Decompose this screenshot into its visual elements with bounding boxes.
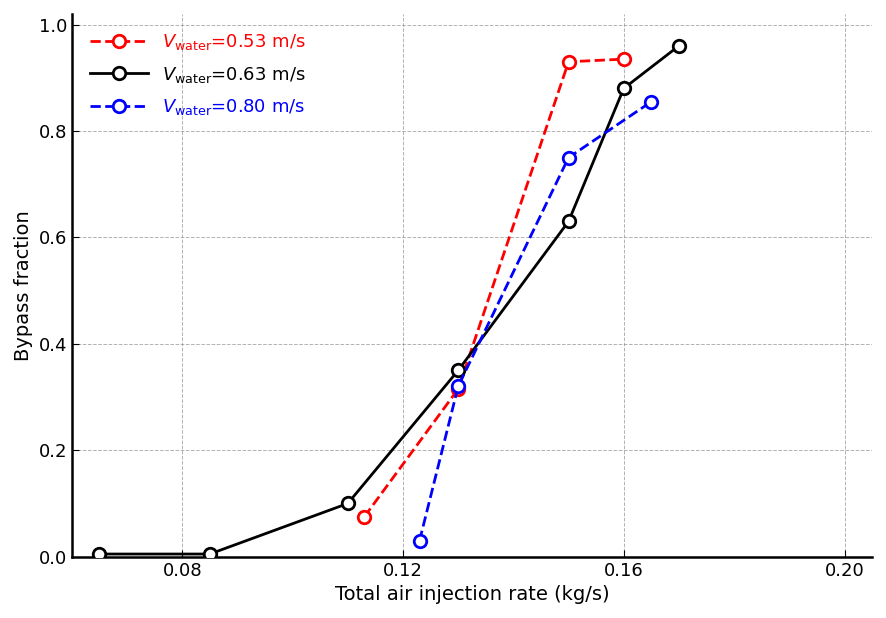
X-axis label: Total air injection rate (kg/s): Total air injection rate (kg/s) bbox=[335, 585, 610, 604]
Y-axis label: Bypass fraction: Bypass fraction bbox=[14, 210, 33, 361]
Legend: $V_{\mathregular{water}}$=0.53 m/s, $V_{\mathregular{water}}$=0.63 m/s, $V_{\mat: $V_{\mathregular{water}}$=0.53 m/s, $V_{… bbox=[81, 23, 315, 126]
